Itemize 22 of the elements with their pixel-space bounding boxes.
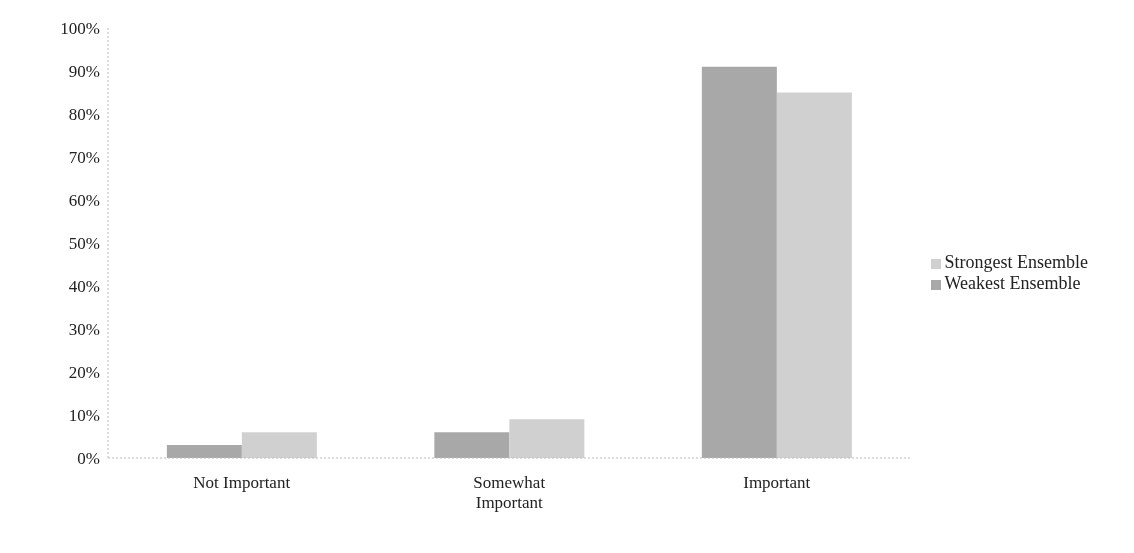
bar <box>241 432 317 458</box>
y-tick-label: 0% <box>77 449 100 469</box>
bar <box>701 66 777 458</box>
y-tick-label: 20% <box>68 363 100 383</box>
bar <box>776 92 852 458</box>
y-tick-label: 10% <box>68 406 100 426</box>
y-tick-label: 40% <box>68 277 100 297</box>
y-tick-label: 90% <box>68 62 100 82</box>
y-tick-label: 100% <box>60 19 100 39</box>
bar <box>434 432 510 458</box>
x-tick-label: Important <box>743 473 811 492</box>
x-tick-label: Somewhat Important <box>473 473 546 512</box>
y-tick-label: 80% <box>68 105 100 125</box>
bar <box>509 419 585 458</box>
legend-label: Strongest Ensemble <box>944 252 1088 272</box>
y-tick-label: 60% <box>68 191 100 211</box>
legend-label: Weakest Ensemble <box>944 273 1081 293</box>
y-tick-label: 50% <box>68 234 100 254</box>
y-tick-label: 70% <box>68 148 100 168</box>
bar <box>166 445 242 458</box>
y-tick-label: 30% <box>68 320 100 340</box>
x-tick-label: Not Important <box>193 473 291 492</box>
